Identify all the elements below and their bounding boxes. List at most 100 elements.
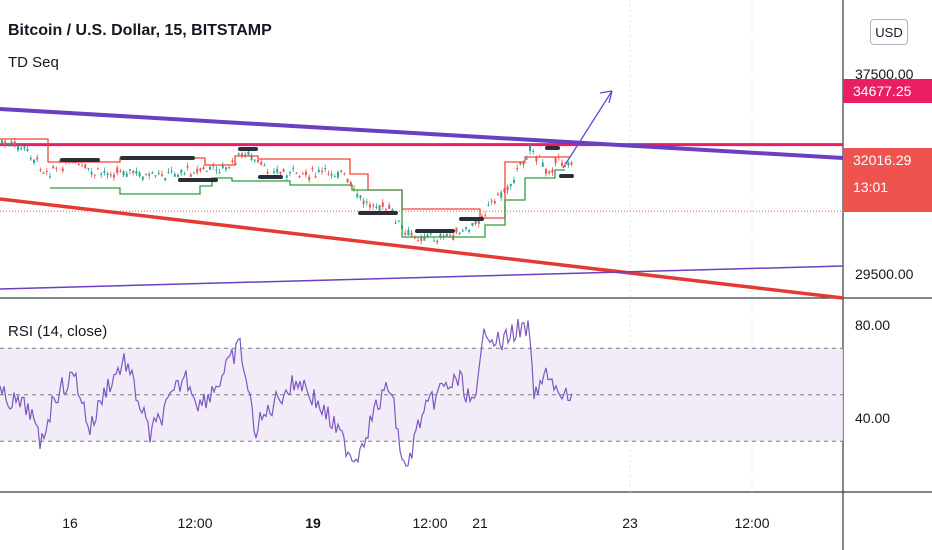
candle-body [404,233,407,235]
rsi-tick-label: 40.00 [855,410,890,426]
candle-body [311,167,314,170]
candle-body [509,183,512,187]
candle-body [100,173,103,175]
bar-countdown-label: 13:01 [843,172,932,212]
td-marker [238,147,258,151]
candle-body [474,220,477,224]
candle-body [170,170,173,172]
candle-body [513,179,515,183]
candle-body [173,174,176,177]
candle-body [157,172,160,174]
candle-body [282,169,285,172]
candle-body [205,170,208,172]
candle-body [4,141,7,146]
td-marker [120,156,195,160]
target-price-label: 34677.25 [843,79,932,103]
candle-body [42,172,45,174]
candle-body [279,171,282,174]
candle-body [167,171,170,173]
candle-body [439,234,442,238]
time-tick-label: 21 [472,515,488,531]
candle-body [516,167,519,170]
candle-body [77,163,80,166]
td-resistance-line [0,138,570,219]
candle-body [567,162,570,166]
candle-body [301,173,304,175]
candle-body [487,204,490,206]
upper-trend-line [0,107,844,160]
candle-body [535,156,538,162]
candle-body [90,171,93,175]
rsi-indicator-label[interactable]: RSI (14, close) [8,323,108,340]
candle-body [471,222,474,226]
candle-body [369,204,371,208]
price-tick-label: 37500.00 [855,66,914,82]
candle-body [202,167,205,170]
candle-body [362,200,365,205]
candle-body [36,157,39,160]
candle-body [356,193,359,197]
candle-body [231,160,234,162]
candle-body [378,205,381,211]
candle-body [385,208,387,210]
candle-body [285,175,288,178]
candle-body [506,186,509,191]
candle-body [429,233,432,235]
candle-body [529,145,531,152]
candle-body [221,164,224,168]
candle-body [132,170,135,173]
candle-body [455,227,458,233]
candle-body [257,160,259,163]
candle-body [484,215,487,217]
td-marker [178,178,218,182]
candle-body [465,227,467,230]
candle-body [554,157,557,164]
candle-body [10,141,13,145]
candle-body [333,176,336,178]
candle-body [500,192,503,198]
candle-body [97,168,99,170]
candle-body [532,150,535,152]
rsi-line [0,318,573,467]
candle-body [250,155,253,160]
candle-body [365,201,368,203]
candle-body [45,171,48,173]
candle-body [218,172,221,174]
candle-body [228,166,231,169]
td-support-line [50,169,565,238]
candle-body [26,149,29,151]
candle-body [522,162,525,165]
candle-body [490,200,493,202]
candle-body [417,240,419,242]
candle-body [292,167,295,169]
candle-body [343,173,346,175]
currency-button[interactable]: USD [870,19,908,45]
td-seq-indicator-label[interactable]: TD Seq [8,54,59,71]
time-tick-label: 12:00 [177,515,212,531]
candle-body [317,169,320,173]
candle-body [84,164,87,168]
candle-body [20,148,23,150]
candle-body [330,173,333,176]
candle-body [177,174,179,177]
candle-body [154,175,157,177]
candle-body [413,237,416,239]
rsi-band [0,348,843,442]
candle-body [449,234,451,236]
candle-body [129,169,131,171]
candle-body [276,168,279,173]
td-marker [60,158,100,162]
projection-arrow-head [599,90,613,104]
candle-body [253,159,256,161]
candle-body [106,173,109,175]
candle-body [497,194,499,196]
candle-body [113,174,115,178]
candle-body [263,165,266,167]
candle-body [13,141,16,147]
candle-body [196,168,199,173]
candle-body [349,181,352,185]
candle-body [327,173,330,175]
symbol-title[interactable]: Bitcoin / U.S. Dollar, 15, BITSTAMP [8,22,272,39]
candle-body [145,174,147,176]
